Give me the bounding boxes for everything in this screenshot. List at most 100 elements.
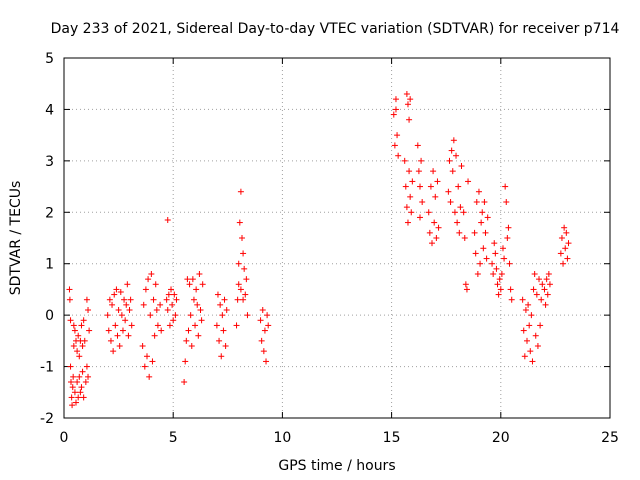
data-point bbox=[508, 296, 515, 303]
data-point bbox=[407, 193, 414, 200]
x-tick-label: 25 bbox=[601, 430, 619, 446]
data-point bbox=[125, 332, 132, 339]
data-point bbox=[482, 229, 489, 236]
data-point bbox=[404, 219, 411, 226]
data-point bbox=[522, 307, 529, 313]
data-point bbox=[503, 199, 510, 205]
y-tick-label: 4 bbox=[45, 102, 54, 118]
data-point bbox=[473, 199, 480, 205]
data-point bbox=[414, 142, 421, 149]
data-point bbox=[76, 373, 83, 380]
data-point bbox=[494, 281, 501, 288]
data-point bbox=[83, 296, 90, 303]
data-point bbox=[429, 240, 436, 247]
data-point bbox=[152, 281, 159, 288]
data-point bbox=[75, 332, 82, 339]
data-point bbox=[67, 363, 74, 370]
data-point bbox=[565, 240, 572, 247]
data-point bbox=[79, 368, 86, 375]
data-point bbox=[214, 291, 221, 298]
data-point bbox=[419, 199, 426, 205]
data-point bbox=[261, 327, 268, 334]
data-point bbox=[148, 271, 155, 277]
data-point bbox=[538, 296, 545, 303]
data-point bbox=[536, 276, 543, 283]
y-tick-label: -2 bbox=[40, 411, 54, 427]
data-point bbox=[71, 389, 78, 396]
data-point bbox=[85, 373, 92, 380]
data-point bbox=[80, 394, 87, 401]
data-point bbox=[242, 291, 249, 298]
x-tick-label: 20 bbox=[492, 430, 510, 446]
data-point bbox=[124, 281, 131, 288]
data-point bbox=[74, 379, 81, 385]
data-point bbox=[484, 214, 491, 221]
data-point bbox=[462, 281, 469, 288]
axis-ticks: 0 5 10 15 20 25 -2 -1 0 1 2 3 4 5 bbox=[40, 51, 619, 446]
data-point bbox=[542, 301, 549, 308]
data-point bbox=[145, 276, 152, 283]
data-point bbox=[560, 260, 567, 267]
x-tick-label: 15 bbox=[383, 430, 401, 446]
data-point bbox=[213, 322, 220, 329]
data-point bbox=[502, 183, 509, 190]
data-point bbox=[434, 178, 441, 185]
x-tick-label: 10 bbox=[273, 430, 291, 446]
data-point bbox=[118, 312, 125, 319]
data-point bbox=[69, 384, 76, 391]
data-point bbox=[392, 96, 399, 103]
data-point bbox=[219, 312, 226, 319]
data-point bbox=[260, 348, 267, 355]
data-point bbox=[395, 152, 402, 159]
x-axis-label: GPS time / hours bbox=[278, 458, 395, 474]
data-point bbox=[70, 322, 77, 329]
data-point bbox=[166, 322, 173, 329]
data-point bbox=[479, 209, 486, 216]
data-point bbox=[70, 343, 77, 349]
data-point bbox=[265, 322, 272, 329]
data-point bbox=[173, 296, 180, 303]
data-point bbox=[105, 327, 112, 334]
data-point bbox=[475, 188, 482, 195]
data-point bbox=[116, 343, 123, 349]
data-point bbox=[111, 291, 118, 298]
data-point bbox=[528, 312, 535, 319]
x-tick-label: 5 bbox=[169, 430, 178, 446]
data-point bbox=[172, 312, 179, 319]
data-point bbox=[240, 296, 247, 303]
y-tick-label: 2 bbox=[45, 205, 54, 221]
data-point bbox=[169, 301, 176, 308]
data-point bbox=[123, 301, 130, 308]
data-point bbox=[561, 224, 568, 231]
data-point bbox=[107, 337, 114, 344]
data-point bbox=[445, 188, 452, 195]
data-point bbox=[78, 322, 85, 329]
data-point bbox=[181, 379, 188, 385]
data-point bbox=[416, 214, 423, 221]
data-point bbox=[461, 235, 468, 241]
data-point bbox=[223, 307, 230, 313]
data-point bbox=[433, 235, 440, 241]
data-point bbox=[170, 317, 177, 324]
data-point bbox=[184, 276, 191, 283]
data-point bbox=[546, 281, 553, 288]
data-point bbox=[458, 163, 465, 169]
data-point bbox=[164, 307, 171, 313]
data-point bbox=[114, 332, 121, 339]
data-point bbox=[158, 327, 165, 334]
data-point bbox=[426, 229, 433, 236]
data-point bbox=[236, 219, 243, 226]
data-point bbox=[119, 327, 126, 334]
data-point bbox=[471, 229, 478, 236]
data-point bbox=[457, 204, 464, 211]
data-point bbox=[390, 111, 397, 118]
data-point bbox=[460, 209, 467, 216]
data-point bbox=[531, 271, 538, 277]
data-point bbox=[489, 260, 496, 267]
data-point bbox=[241, 265, 248, 272]
data-point bbox=[163, 296, 170, 303]
data-point bbox=[539, 281, 546, 288]
data-point bbox=[240, 250, 247, 257]
data-point bbox=[142, 286, 149, 293]
